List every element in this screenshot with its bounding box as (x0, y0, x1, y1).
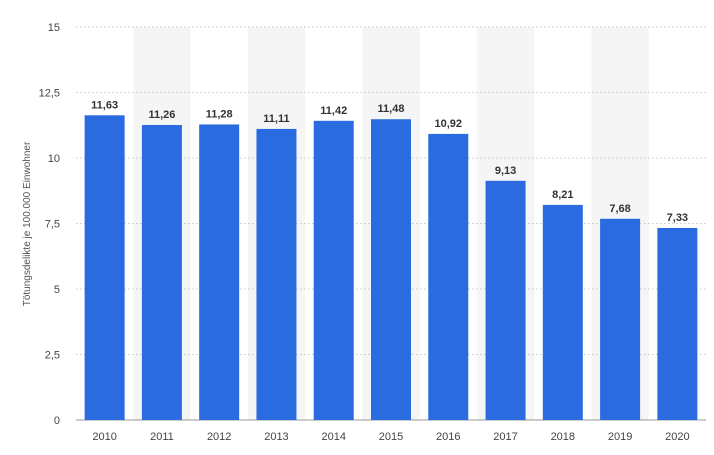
data-label: 8,21 (552, 189, 573, 201)
x-tick-label: 2012 (207, 431, 231, 443)
data-label: 11,11 (263, 113, 289, 125)
x-tick-label: 2017 (493, 431, 517, 443)
x-tick-label: 2016 (436, 431, 460, 443)
bar (542, 204, 583, 420)
y-tick-label: 2,5 (45, 350, 60, 362)
bar (199, 124, 240, 421)
x-tick-label: 2019 (608, 431, 632, 443)
bar (313, 120, 354, 421)
bar (485, 180, 526, 420)
data-label: 7,33 (667, 212, 688, 224)
bar (84, 115, 125, 420)
y-tick-label: 12,5 (39, 88, 60, 100)
bar (600, 218, 641, 420)
data-labels: 11,63 11,26 11,28 11,11 11,42 11,48 10,92 9,13 8… (91, 99, 688, 224)
x-tick-label: 2010 (92, 431, 116, 443)
bar (141, 124, 182, 420)
bar (371, 119, 411, 420)
y-axis-title: Tötungsdelikte je 100.000 Einwohner (22, 141, 33, 306)
x-axis-ticks: 2010 2011 2012 2013 2014 2015 2016 2017 2018 2019… (92, 431, 689, 443)
y-tick-label: 7,5 (45, 219, 60, 231)
x-tick-label: 2018 (551, 431, 575, 443)
data-label: 11,48 (378, 103, 405, 115)
y-tick-label: 5 (54, 284, 60, 296)
x-tick-label: 2013 (264, 431, 288, 443)
data-label: 11,28 (206, 108, 233, 120)
data-label: 9,13 (495, 165, 516, 177)
bar (256, 128, 297, 420)
x-tick-label: 2014 (321, 431, 345, 443)
bar (657, 227, 698, 420)
x-tick-label: 2015 (379, 431, 403, 443)
bars (84, 115, 698, 421)
bar (428, 133, 469, 420)
data-label: 7,68 (609, 203, 630, 215)
data-label: 10,92 (435, 118, 463, 130)
data-label: 11,26 (148, 109, 175, 121)
x-tick-label: 2011 (150, 431, 174, 443)
data-label: 11,63 (91, 99, 118, 111)
y-tick-label: 15 (48, 22, 60, 34)
x-tick-label: 2020 (665, 431, 689, 443)
data-label: 11,42 (320, 105, 347, 117)
y-axis-ticks: 0 2,5 5 7,5 10 12,5 15 (39, 22, 60, 427)
y-tick-label: 10 (48, 153, 60, 165)
y-tick-label: 0 (54, 415, 60, 427)
